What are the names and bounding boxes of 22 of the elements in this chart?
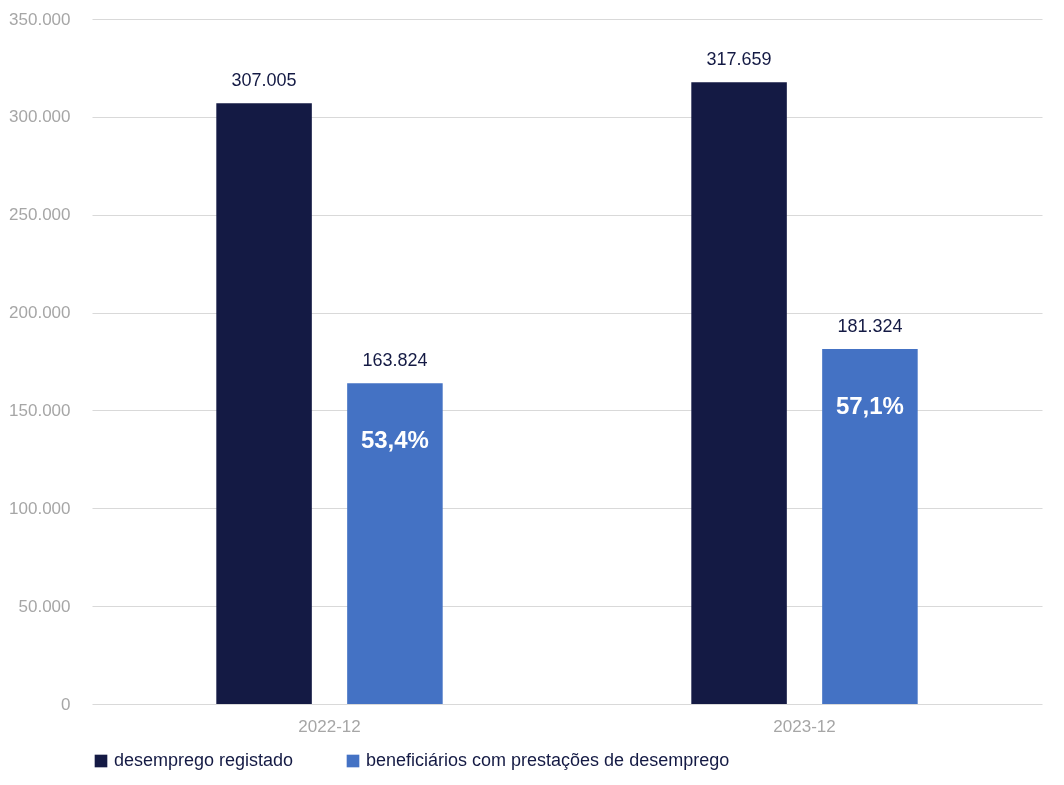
legend-label: beneficiários com prestações de desemprego	[366, 750, 730, 770]
annotation: 53,4%	[360, 426, 429, 454]
data-label: 181.324	[837, 316, 903, 337]
x-tick-label: 2023-12	[773, 716, 836, 736]
y-tick-label: 350.000	[9, 9, 71, 29]
annotation: 57,1%	[835, 392, 904, 420]
bar	[216, 103, 312, 704]
y-tick-label: 50.000	[18, 596, 71, 616]
data-label: 307.005	[231, 70, 297, 91]
y-tick-label: 100.000	[9, 498, 71, 518]
y-tick-label: 200.000	[9, 303, 71, 323]
y-tick-label: 150.000	[9, 400, 71, 420]
bar	[347, 383, 443, 704]
legend-label: desemprego registado	[114, 750, 294, 770]
data-label: 163.824	[362, 350, 428, 371]
y-tick-label: 250.000	[9, 205, 71, 225]
y-tick-label: 0	[61, 694, 71, 714]
y-tick-label: 300.000	[9, 107, 71, 127]
x-tick-label: 2022-12	[298, 716, 361, 736]
bar	[691, 82, 787, 704]
data-label: 317.659	[706, 49, 772, 70]
bar	[822, 349, 918, 704]
